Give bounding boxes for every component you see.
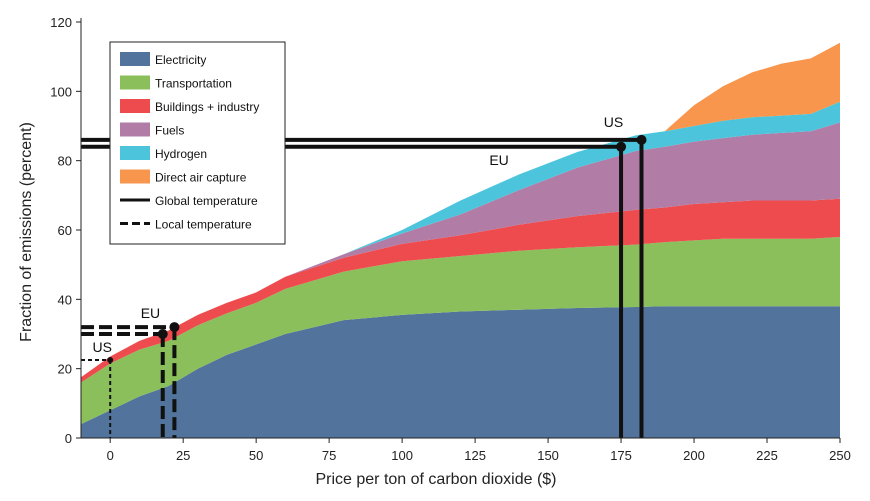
legend-swatch [120,52,150,66]
reference-label: US [92,339,111,355]
reference-point [169,322,180,333]
legend-label: Direct air capture [155,171,247,185]
legend-label: Buildings + industry [155,100,259,114]
x-tick-label: 0 [107,448,114,463]
y-tick-label: 80 [58,154,72,169]
x-axis-title: Price per ton of carbon dioxide ($) [315,471,556,488]
y-tick-label: 20 [58,362,72,377]
legend-swatch [120,75,150,90]
area-layer [81,42,840,438]
reference-point [107,357,114,363]
x-tick-label: 200 [683,448,705,463]
area-hydrogen [81,101,840,378]
y-axis-title: Fraction of emissions (percent) [18,122,35,342]
reference-point [616,141,627,152]
area-direct-air-capture [81,42,840,378]
legend: Electricity Transportation Buildings + ind… [109,41,286,245]
x-tick-label: 250 [829,448,851,463]
x-tick-label: 100 [391,448,413,463]
y-tick-label: 40 [58,292,72,307]
x-tick-label: 175 [610,448,632,463]
legend-label: Hydrogen [155,147,207,161]
legend-label: Fuels [155,124,184,138]
x-tick-label: 25 [176,448,190,463]
legend-label: Global temperature [155,194,258,208]
x-tick-label: 50 [249,448,263,463]
x-tick-label: 225 [756,448,778,463]
x-tick-label: 75 [322,448,336,463]
reference-label: EU [489,152,508,168]
x-tick-label: 150 [537,448,559,463]
y-tick-label: 100 [50,84,72,99]
legend-swatch [120,169,150,184]
area-buildings-industry [81,198,840,383]
axes: 0 20 40 60 80 100 120 0 25 50 75 100 125 150 175 200 225… [50,15,851,463]
y-tick-label: 0 [65,431,72,446]
area-transportation [81,236,840,425]
legend-swatch [120,146,150,160]
area-fuels [81,122,840,378]
legend-box [109,41,286,245]
legend-label: Local temperature [155,218,252,232]
legend-swatch [120,99,150,113]
reference-label: US [604,114,623,130]
reference-point [157,329,168,339]
area-electricity [81,306,840,438]
reference-point [636,134,647,145]
reference-lines-layer: US EU EU US [81,114,647,438]
legend-label: Electricity [155,53,206,67]
legend-label: Transportation [155,77,232,91]
legend-swatch [120,122,150,137]
x-tick-label: 125 [464,448,486,463]
y-tick-label: 60 [58,223,72,238]
y-tick-label: 120 [50,15,72,30]
reference-label: EU [141,305,160,321]
